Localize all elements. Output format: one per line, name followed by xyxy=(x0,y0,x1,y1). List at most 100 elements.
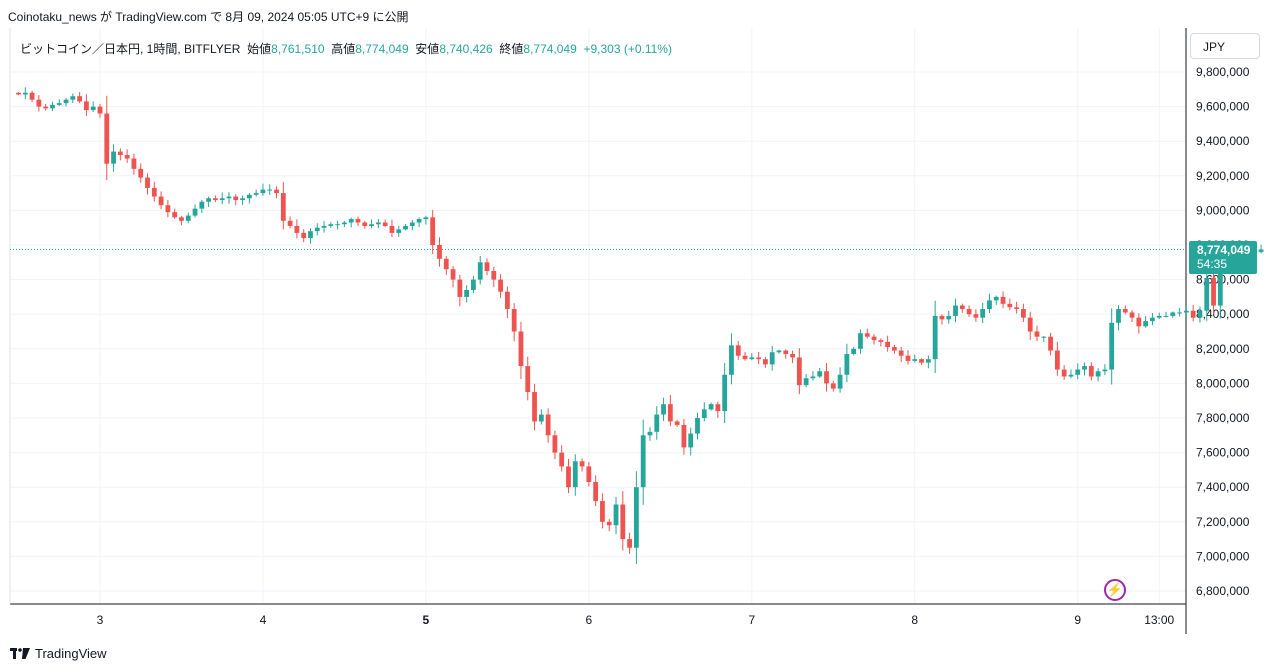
candle-body xyxy=(1109,322,1115,370)
candle-body xyxy=(457,279,463,297)
candle-body xyxy=(796,357,802,386)
candle-body xyxy=(369,224,374,226)
candle-body xyxy=(423,217,429,220)
candle-body xyxy=(654,414,660,432)
candle-body xyxy=(240,198,245,201)
y-tick-label: 6,800,000 xyxy=(1196,584,1250,598)
candle-body xyxy=(1163,315,1169,317)
y-tick-label: 7,400,000 xyxy=(1196,480,1250,494)
candle-body xyxy=(980,309,986,318)
candle-body xyxy=(179,217,184,221)
x-tick-label: 13:00 xyxy=(1144,613,1174,627)
candle-body xyxy=(335,224,341,226)
x-tick-label: 3 xyxy=(97,613,104,627)
low-value: 8,740,426 xyxy=(439,42,493,56)
candle-body xyxy=(525,366,531,393)
candlestick-chart[interactable]: 9,800,000 9,600,000 9,400,000 9,200,000 9,00… xyxy=(0,28,1280,634)
candle-body xyxy=(722,374,728,412)
candle-body xyxy=(84,101,89,111)
candle-body xyxy=(810,376,816,379)
candle-body xyxy=(90,106,96,111)
open-label: 始値 xyxy=(247,42,272,56)
symbol-label[interactable]: ビットコイン／日本円, 1時間, BITFLYER xyxy=(20,42,241,56)
candle-body xyxy=(117,151,123,156)
y-tick-label: 8,200,000 xyxy=(1196,342,1250,356)
candle-body xyxy=(783,350,789,354)
y-tick-label: 9,000,000 xyxy=(1196,203,1250,217)
candle-body xyxy=(97,106,103,114)
close-label: 終値 xyxy=(499,42,524,56)
x-tick-label: 6 xyxy=(586,613,593,627)
candle-body xyxy=(844,353,850,375)
candle-body xyxy=(199,201,205,209)
candle-body xyxy=(267,189,273,191)
candle-body xyxy=(504,291,510,310)
candle-body xyxy=(1068,374,1074,377)
y-tick-label: 9,200,000 xyxy=(1196,169,1250,183)
candle-body xyxy=(158,196,164,206)
candle-body xyxy=(219,198,225,201)
high-value: 8,774,049 xyxy=(355,42,409,56)
y-tick-label: 9,400,000 xyxy=(1196,134,1250,148)
candle-body xyxy=(939,315,945,320)
candle-body xyxy=(1102,369,1108,372)
candle-body xyxy=(1170,312,1176,316)
y-tick-label: 7,000,000 xyxy=(1196,549,1250,563)
candle-body xyxy=(301,232,307,239)
last-price-value: 8,774,049 xyxy=(1197,243,1251,257)
candle-body xyxy=(70,96,76,100)
candle-body xyxy=(966,309,972,315)
candle-body xyxy=(959,305,965,310)
y-tick-label: 8,400,000 xyxy=(1196,307,1250,321)
footer-brand[interactable]: TradingView xyxy=(10,646,107,661)
candle-body xyxy=(443,258,449,270)
candle-body xyxy=(409,222,415,226)
candle-body xyxy=(871,336,877,341)
candle-body xyxy=(708,404,714,410)
candle-body xyxy=(43,106,49,109)
candle-body xyxy=(63,99,69,104)
candle-body xyxy=(342,222,347,225)
candle-body xyxy=(892,347,897,351)
candle-body xyxy=(885,341,891,348)
candle-body xyxy=(803,378,809,386)
candle-body xyxy=(213,198,218,201)
lightning-icon[interactable]: ⚡ xyxy=(1104,579,1126,601)
candle-body xyxy=(742,355,748,360)
bar-countdown: 54:35 xyxy=(1197,257,1228,271)
candle-body xyxy=(280,193,286,221)
candle-body xyxy=(1129,312,1135,318)
candle-body xyxy=(817,371,823,377)
currency-button[interactable]: JPY xyxy=(1190,33,1260,59)
candle-body xyxy=(362,222,368,226)
candle-body xyxy=(552,435,558,453)
candle-body xyxy=(1027,317,1033,332)
y-tick-label: 8,600,000 xyxy=(1196,273,1250,287)
candle-body xyxy=(233,196,239,201)
candle-body xyxy=(1156,315,1162,318)
chart-area[interactable]: 9,800,000 9,600,000 9,400,000 9,200,000 9,00… xyxy=(0,28,1280,634)
candle-body xyxy=(925,359,931,363)
candle-body xyxy=(206,198,212,202)
x-tick-label: 7 xyxy=(748,613,755,627)
candle-body xyxy=(172,212,178,218)
candle-body xyxy=(633,487,639,548)
candle-body xyxy=(498,279,503,292)
candle-body xyxy=(1000,296,1006,304)
y-tick-label: 7,200,000 xyxy=(1196,515,1250,529)
candle-body xyxy=(729,345,734,375)
candle-body xyxy=(681,424,687,448)
low-label: 安値 xyxy=(415,42,440,56)
candle-body xyxy=(403,225,408,230)
candle-body xyxy=(790,353,795,358)
candle-body xyxy=(471,279,476,290)
candle-body xyxy=(566,466,571,488)
candle-body xyxy=(491,270,497,280)
candle-body xyxy=(274,189,279,194)
candle-body xyxy=(953,305,958,316)
candle-body xyxy=(1014,307,1020,310)
candle-body xyxy=(464,289,470,297)
y-tick-label: 7,600,000 xyxy=(1196,446,1250,460)
candle-body xyxy=(518,331,524,367)
candle-body xyxy=(769,352,775,365)
